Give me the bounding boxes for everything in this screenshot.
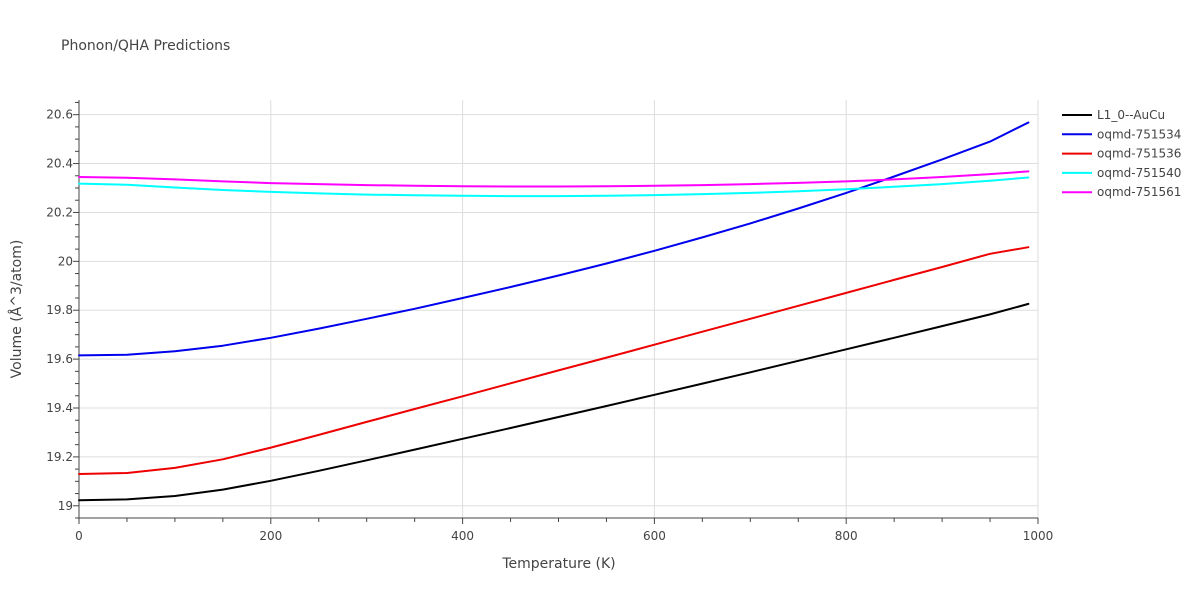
series-line-oqmd-751536 — [78, 246, 1030, 475]
legend-item-label: oqmd-751536 — [1097, 147, 1181, 161]
y-tick-label: 19.8 — [46, 303, 73, 317]
y-tick-label: 20.4 — [46, 157, 73, 171]
legend-item-label: L1_0--AuCu — [1097, 108, 1165, 122]
series-line-oqmd-751561 — [78, 170, 1030, 188]
axes: 0 200 400 600 800 1000 19 19.2 19.4 19.6 19.8 20 20.… — [46, 100, 1053, 543]
series-line-oqmd-751534 — [78, 121, 1030, 357]
x-tick-label: 1000 — [1023, 529, 1054, 543]
x-axis-title: Temperature (K) — [501, 556, 615, 572]
x-tick-label: 0 — [75, 529, 83, 543]
series-line-L1_0--AuCu — [78, 302, 1030, 502]
plot-area — [78, 121, 1030, 502]
x-tick-label: 800 — [835, 529, 858, 543]
x-tick-label: 600 — [643, 529, 666, 543]
y-tick-label: 20.6 — [46, 108, 73, 122]
legend-item-label: oqmd-751540 — [1097, 166, 1181, 180]
legend-item-label: oqmd-751534 — [1097, 127, 1181, 141]
grid — [79, 100, 1039, 518]
x-tick-label: 400 — [451, 529, 474, 543]
y-tick-label: 20 — [58, 254, 73, 268]
y-tick-label: 19.2 — [46, 450, 73, 464]
y-tick-label: 19.6 — [46, 352, 73, 366]
y-tick-label: 20.2 — [46, 205, 73, 219]
series-line-oqmd-751540 — [78, 176, 1030, 198]
x-tick-label: 200 — [259, 529, 282, 543]
y-axis-title: Volume (Å^3/atom) — [8, 240, 25, 379]
chart-title: Phonon/QHA Predictions — [61, 38, 230, 54]
legend-item-label: oqmd-751561 — [1097, 185, 1181, 199]
y-tick-label: 19 — [58, 499, 73, 513]
y-tick-label: 19.4 — [46, 401, 73, 415]
legend: L1_0--AuCu oqmd-751534 oqmd-751536 oqmd-751… — [1062, 108, 1181, 199]
